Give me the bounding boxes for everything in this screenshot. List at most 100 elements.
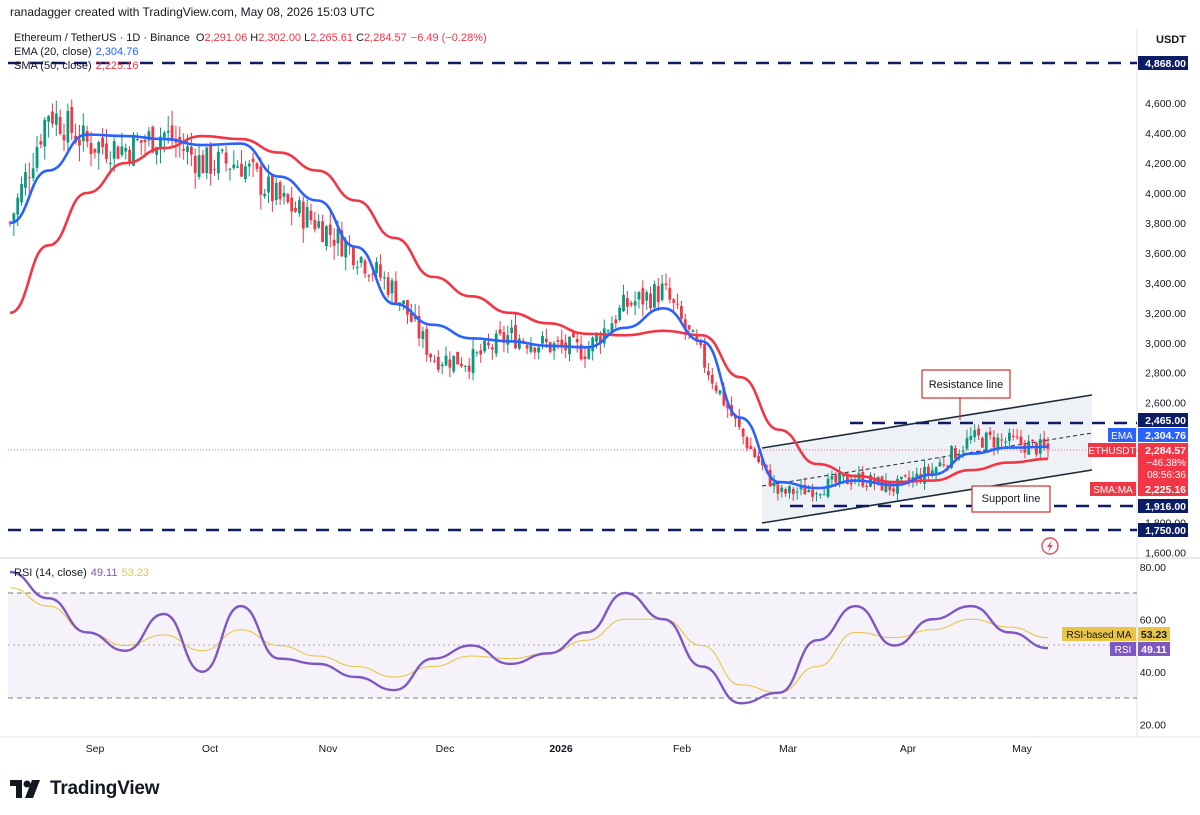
lightning-icon[interactable]: [1041, 537, 1059, 555]
candle-body: [270, 175, 274, 202]
rsi-legend[interactable]: RSI (14, close) 49.11 53.23: [14, 567, 149, 579]
candle-body: [147, 131, 151, 141]
candle-body: [39, 141, 43, 145]
candle-body: [162, 132, 166, 138]
pair-tag-label: ETHUSDT: [1088, 446, 1135, 457]
candle-body: [31, 168, 35, 179]
pair-tag-timer: 08:56:36: [1147, 470, 1186, 481]
candle-body: [707, 371, 710, 376]
pair-tag-label-bg: [1088, 443, 1136, 457]
candle-body: [687, 325, 691, 330]
candle-body: [166, 130, 170, 133]
candle-body: [996, 437, 1000, 451]
candlestick-series: [8, 99, 1050, 502]
candle-body: [274, 182, 278, 201]
candle-body: [919, 474, 923, 482]
price-tick-label: 3,400.00: [1145, 278, 1186, 290]
candle-body: [622, 294, 625, 312]
candle-body: [317, 221, 321, 228]
candle-body: [1042, 438, 1046, 447]
candle-body: [598, 336, 602, 344]
price-tag-sma: SMA:MA 2,225.16: [1090, 482, 1188, 496]
candle-body: [969, 436, 973, 440]
ohlc-c-value: 2,284.57: [364, 32, 407, 44]
candle-body: [232, 164, 236, 169]
candle-body: [402, 300, 405, 304]
candle-body: [683, 319, 687, 329]
candle-body: [247, 163, 251, 167]
candle-body: [498, 329, 502, 334]
support-annotation-box[interactable]: [971, 485, 1051, 513]
candle-body: [159, 136, 162, 149]
resistance-annotation-box[interactable]: [921, 369, 1011, 399]
ema-line[interactable]: [9, 133, 1049, 490]
candle-body: [62, 134, 66, 141]
ema-tag-value-bg: [1138, 428, 1188, 442]
candle-body: [884, 480, 888, 492]
candle-body: [691, 330, 695, 333]
rsi-tick-label: 60.00: [1140, 614, 1166, 626]
candle-body: [753, 448, 757, 457]
price-tick-label: 4,000.00: [1145, 188, 1186, 200]
candle-body: [139, 140, 143, 143]
candle-body: [845, 473, 849, 485]
candle-body: [263, 193, 267, 197]
candle-body: [97, 141, 101, 154]
footer-brand[interactable]: TradingView: [10, 776, 160, 802]
price-tag-top: 4,868.00: [1138, 56, 1188, 70]
candle-body: [1015, 436, 1019, 438]
ohlc-c-label: C: [356, 32, 364, 44]
candle-body: [379, 264, 382, 278]
price-tag-support-bg: [1138, 499, 1188, 513]
time-axis-label: Mar: [779, 743, 798, 755]
candle-body: [135, 139, 139, 141]
candle-body: [703, 343, 706, 368]
candle-body: [822, 494, 826, 496]
candle-body: [710, 374, 714, 384]
candle-body: [35, 146, 39, 168]
candle-body: [537, 347, 541, 353]
candle-body: [896, 478, 899, 494]
candle-body: [992, 437, 996, 448]
candle-body: [54, 113, 58, 125]
candle-body: [676, 303, 679, 305]
rsi-axis-ticks[interactable]: 80.00 60.00 40.00 20.00: [1140, 562, 1166, 732]
time-axis-labels[interactable]: Sep Oct Nov Dec 2026 Feb Mar Apr May: [86, 743, 1033, 755]
candle-body: [259, 166, 263, 195]
sma-legend[interactable]: SMA (50, close) 2,225.16: [14, 60, 138, 72]
candle-body: [243, 166, 247, 180]
support-channel-line[interactable]: [761, 469, 1093, 524]
time-axis-label: Sep: [86, 743, 105, 755]
rsi-line[interactable]: [9, 570, 1049, 705]
candle-body: [425, 328, 429, 355]
candle-body: [865, 485, 869, 487]
candle-body: [143, 139, 147, 143]
candle-body: [791, 488, 795, 495]
footer-brand-name: TradingView: [50, 778, 160, 799]
indicator-lines: [9, 133, 1049, 705]
resistance-channel-line[interactable]: [761, 394, 1093, 449]
candle-body: [309, 210, 313, 221]
rsi-tag-label: RSI: [1115, 645, 1132, 656]
candle-body: [722, 387, 726, 406]
candle-body: [788, 486, 791, 494]
rsi-ma-tag: RSI-based MA 53.23: [1062, 627, 1170, 641]
ohlc-o-label: O: [196, 32, 205, 44]
pair-tag-value: 2,284.57: [1145, 445, 1186, 457]
candle-body: [479, 350, 483, 355]
candle-body: [240, 163, 243, 177]
ema-legend[interactable]: EMA (20, close) 2,304.76: [14, 46, 138, 58]
candle-body: [680, 306, 683, 319]
candle-body: [645, 292, 649, 301]
candle-body: [332, 239, 336, 246]
candle-body: [614, 319, 618, 324]
candle-body: [950, 446, 953, 468]
candle-body: [1008, 432, 1011, 441]
candle-body: [533, 347, 537, 353]
candle-body: [930, 470, 934, 476]
candle-body: [664, 283, 668, 286]
candle-body: [656, 286, 660, 303]
sma-line[interactable]: [9, 134, 1049, 484]
header-symbol[interactable]: Ethereum / TetherUS · 1D · Binance O2,291…: [14, 32, 487, 44]
